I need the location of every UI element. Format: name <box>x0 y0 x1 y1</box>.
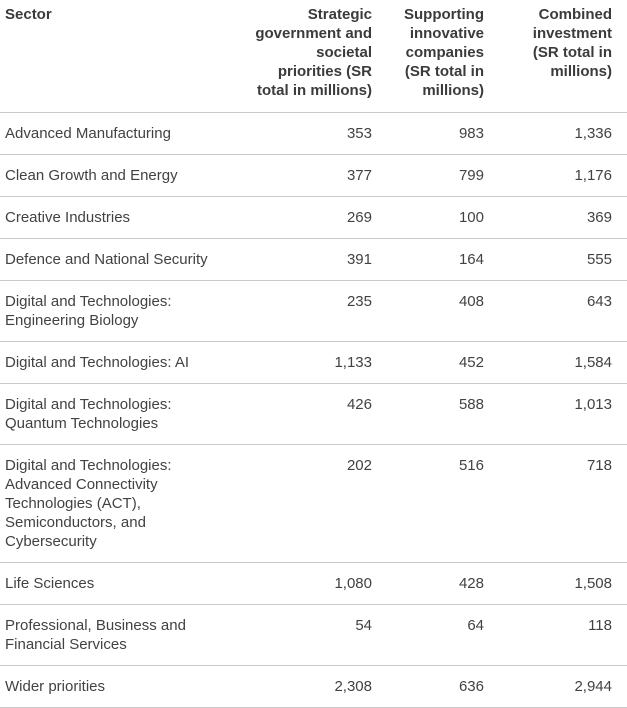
column-header-1: Strategic government and societal priori… <box>240 0 387 113</box>
sector-cell: Advanced Manufacturing <box>0 112 240 155</box>
value-cell: 636 <box>387 665 499 708</box>
value-cell: 1,176 <box>499 154 627 197</box>
column-header-sector: Sector <box>0 0 240 113</box>
sector-cell: Creative Industries <box>0 196 240 239</box>
table-row: Digital and Technologies: AI 1,133 452 1,58… <box>0 341 627 384</box>
value-cell: 2,944 <box>499 665 627 708</box>
table-row: Digital and Technologies: Engineering Bi… <box>0 280 627 342</box>
sector-cell: Digital and Technologies: Engineering Bi… <box>0 280 240 342</box>
table-body: Advanced Manufacturing 353 983 1,336 Clean G… <box>0 112 627 708</box>
value-cell: 983 <box>387 112 499 155</box>
value-cell: 643 <box>499 280 627 342</box>
column-header-2: Supporting innovative companies (SR tota… <box>387 0 499 113</box>
value-cell: 1,508 <box>499 562 627 605</box>
table-row: Clean Growth and Energy 377 799 1,176 <box>0 154 627 197</box>
value-cell: 118 <box>499 604 627 666</box>
value-cell: 452 <box>387 341 499 384</box>
value-cell: 1,336 <box>499 112 627 155</box>
value-cell: 1,080 <box>240 562 387 605</box>
value-cell: 269 <box>240 196 387 239</box>
column-header-3: Combined investment (SR total in million… <box>499 0 627 113</box>
table-header: Sector Strategic government and societal … <box>0 0 627 113</box>
value-cell: 235 <box>240 280 387 342</box>
table-row: Advanced Manufacturing 353 983 1,336 <box>0 112 627 155</box>
value-cell: 555 <box>499 238 627 281</box>
value-cell: 1,013 <box>499 383 627 445</box>
table-header-row: Sector Strategic government and societal … <box>0 0 627 113</box>
value-cell: 408 <box>387 280 499 342</box>
value-cell: 1,584 <box>499 341 627 384</box>
sector-cell: Digital and Technologies: Quantum Techno… <box>0 383 240 445</box>
sector-cell: Life Sciences <box>0 562 240 605</box>
value-cell: 1,133 <box>240 341 387 384</box>
value-cell: 2,308 <box>240 665 387 708</box>
table-row: Professional, Business and Financial Ser… <box>0 604 627 666</box>
sector-cell: Defence and National Security <box>0 238 240 281</box>
value-cell: 202 <box>240 444 387 563</box>
value-cell: 426 <box>240 383 387 445</box>
sector-cell: Digital and Technologies: AI <box>0 341 240 384</box>
value-cell: 100 <box>387 196 499 239</box>
table-row: Life Sciences 1,080 428 1,508 <box>0 562 627 605</box>
value-cell: 164 <box>387 238 499 281</box>
sector-cell: Wider priorities <box>0 665 240 708</box>
value-cell: 718 <box>499 444 627 563</box>
value-cell: 64 <box>387 604 499 666</box>
table-row: Creative Industries 269 100 369 <box>0 196 627 239</box>
table-row: Wider priorities 2,308 636 2,944 <box>0 665 627 708</box>
value-cell: 516 <box>387 444 499 563</box>
table-row: Defence and National Security 391 164 555 <box>0 238 627 281</box>
value-cell: 377 <box>240 154 387 197</box>
value-cell: 369 <box>499 196 627 239</box>
sector-cell: Clean Growth and Energy <box>0 154 240 197</box>
value-cell: 54 <box>240 604 387 666</box>
value-cell: 799 <box>387 154 499 197</box>
table-row: Digital and Technologies: Advanced Conne… <box>0 444 627 563</box>
value-cell: 428 <box>387 562 499 605</box>
value-cell: 353 <box>240 112 387 155</box>
value-cell: 588 <box>387 383 499 445</box>
sector-cell: Digital and Technologies: Advanced Conne… <box>0 444 240 563</box>
table-row: Digital and Technologies: Quantum Techno… <box>0 383 627 445</box>
value-cell: 391 <box>240 238 387 281</box>
sector-cell: Professional, Business and Financial Ser… <box>0 604 240 666</box>
